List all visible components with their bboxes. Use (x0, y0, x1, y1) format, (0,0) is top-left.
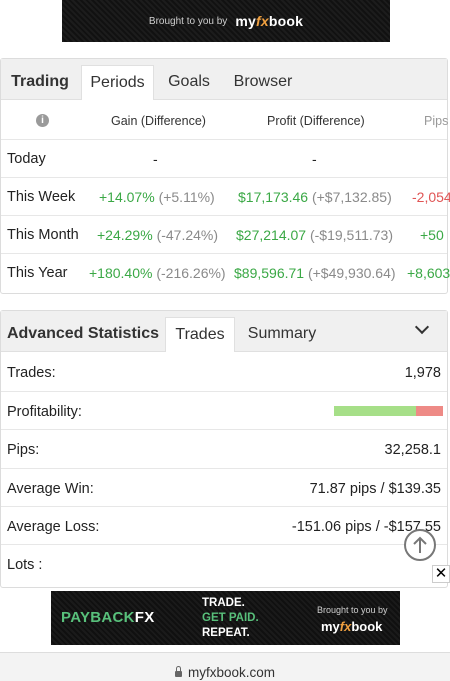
gain-value: +14.07% (99, 189, 155, 205)
tab-periods[interactable]: Periods (81, 65, 154, 100)
profitability-loss-segment (415, 406, 443, 416)
row-label: This Month (7, 227, 79, 243)
paybackfx-logo: PAYBACKFX (61, 609, 155, 626)
brought-to-you-text: Brought to you by (148, 15, 228, 27)
profit-value: $27,214.07 (236, 227, 307, 243)
pips-value: -2,054 (412, 189, 450, 205)
chevron-down-icon[interactable] (414, 319, 430, 335)
table-row: This Month +24.29% (-47.24%) $27,214.07 … (1, 216, 447, 254)
info-icon[interactable]: i (36, 114, 49, 127)
ad-myfxbook-logo: myfxbook (321, 619, 383, 634)
myfxbook-logo: myfxbook (235, 13, 304, 29)
arrow-up-icon (413, 536, 427, 553)
trading-panel: Trading Periods Goals Browser i Gain (Di… (0, 58, 450, 294)
profit-diff: (-$19,511.73) (309, 227, 393, 243)
stat-label: Pips: (7, 442, 40, 458)
pips-value: +8,603 (407, 265, 450, 281)
stat-value: 71.87 pips / $139.35 (309, 481, 441, 497)
table-row: Today - - (1, 140, 447, 178)
stat-value: 1,978 (404, 365, 441, 381)
col-pips-header: Pips (424, 114, 449, 128)
table-header-row: i Gain (Difference) Profit (Difference) … (1, 100, 449, 140)
col-profit-header: Profit (Difference) (267, 114, 365, 128)
advanced-statistics-panel: Advanced Statistics Trades Summary Trade… (0, 310, 448, 588)
close-ad-button[interactable]: ✕ (432, 565, 450, 583)
lock-icon (174, 666, 182, 677)
profit-value: $89,596.71 (234, 265, 305, 281)
gain-value: - (153, 151, 158, 167)
stat-label: Average Win: (7, 481, 94, 497)
stat-row: Trades: 1,978 (1, 353, 447, 392)
gain-value: +24.29% (97, 227, 153, 243)
tab-goals[interactable]: Goals (168, 73, 210, 90)
stat-row: Pips: 32,258.1 (1, 430, 447, 469)
tab-advanced-statistics[interactable]: Advanced Statistics (6, 325, 160, 342)
trading-tabbar: Trading Periods Goals Browser (1, 59, 447, 100)
stat-label: Lots : (7, 557, 43, 573)
gain-diff: (-216.26%) (156, 265, 226, 281)
paybackfx-ad-banner[interactable]: PAYBACKFX TRADE. GET PAID. REPEAT. Broug… (51, 591, 400, 645)
gain-diff: (-47.24%) (156, 227, 219, 243)
stat-row: Average Win: 71.87 pips / $139.35 (1, 469, 447, 507)
table-row: This Week +14.07% (+5.11%) $17,173.46 (+… (1, 178, 450, 216)
stat-row: Profitability: (1, 392, 447, 430)
profit-diff: (+$49,930.64) (307, 265, 396, 281)
profit-value: $17,173.46 (238, 189, 309, 205)
table-row: This Year +180.40% (-216.26%) $89,596.71… (1, 254, 450, 294)
pips-value: +50 (420, 227, 444, 243)
gain-value: +180.40% (89, 265, 153, 281)
tab-trades[interactable]: Trades (165, 317, 235, 352)
stat-row: Average Loss: -151.06 pips / -$157.55 (1, 507, 447, 545)
row-label: This Year (7, 265, 68, 281)
stat-row: Lots : (1, 545, 447, 587)
stat-value: 32,258.1 (384, 442, 441, 458)
stats-tabbar: Advanced Statistics Trades Summary (1, 311, 447, 352)
profit-value: - (312, 151, 317, 167)
scroll-to-top-button[interactable] (404, 529, 436, 561)
profit-diff: (+$7,132.85) (311, 189, 392, 205)
browser-url-bar[interactable]: myfxbook.com (0, 652, 450, 681)
stat-label: Trades: (7, 365, 56, 381)
stat-label: Average Loss: (7, 519, 100, 535)
tab-browser[interactable]: Browser (233, 73, 293, 90)
stat-label: Profitability: (7, 404, 82, 420)
col-gain-header: Gain (Difference) (111, 114, 206, 128)
ad-slogan: TRADE. GET PAID. REPEAT. (202, 597, 259, 639)
gain-diff: (+5.11%) (158, 189, 215, 205)
tab-summary[interactable]: Summary (247, 325, 317, 342)
profitability-win-segment (334, 406, 416, 416)
profitability-bar (334, 406, 443, 416)
top-ad-banner[interactable]: Brought to you by myfxbook (62, 0, 390, 42)
row-label: This Week (7, 189, 76, 205)
tab-trading[interactable]: Trading (11, 73, 69, 90)
stat-value: -151.06 pips / -$157.55 (291, 519, 441, 535)
url-text: myfxbook.com (187, 665, 276, 680)
ad-brought-text: Brought to you by (317, 605, 388, 615)
row-label: Today (7, 151, 46, 167)
